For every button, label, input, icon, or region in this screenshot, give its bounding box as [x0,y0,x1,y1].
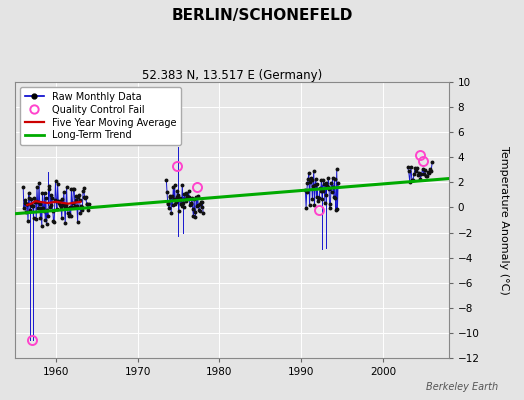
Y-axis label: Temperature Anomaly (°C): Temperature Anomaly (°C) [499,146,509,294]
Text: Berkeley Earth: Berkeley Earth [425,382,498,392]
Text: BERLIN/SCHONEFELD: BERLIN/SCHONEFELD [171,8,353,23]
Title: 52.383 N, 13.517 E (Germany): 52.383 N, 13.517 E (Germany) [141,69,322,82]
Legend: Raw Monthly Data, Quality Control Fail, Five Year Moving Average, Long-Term Tren: Raw Monthly Data, Quality Control Fail, … [20,87,181,145]
